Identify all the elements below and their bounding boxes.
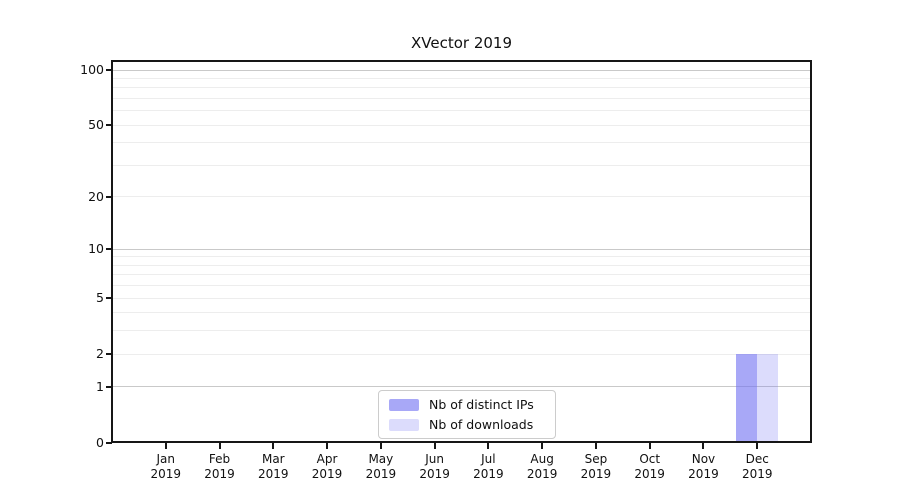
x-tick [541, 443, 544, 449]
x-tick [648, 443, 651, 449]
x-tick-label: May 2019 [353, 452, 409, 482]
legend-item-distinct-ips: Nb of distinct IPs [389, 397, 545, 412]
x-tick-month: Oct [639, 452, 661, 466]
x-tick [594, 443, 597, 449]
x-tick-year: 2019 [741, 467, 773, 481]
x-tick-month: Nov [691, 452, 716, 466]
x-tick-year: 2019 [580, 467, 612, 481]
gridline-minor [112, 274, 811, 276]
y-tick [106, 124, 112, 127]
x-tick [326, 443, 329, 449]
chart-title: XVector 2019 [410, 34, 512, 52]
gridline-minor [112, 77, 811, 79]
x-tick-label: Nov 2019 [675, 452, 731, 482]
x-tick [702, 443, 705, 449]
gridline-major [112, 248, 811, 250]
x-tick [218, 443, 221, 449]
x-tick-year: 2019 [688, 467, 719, 481]
x-tick-month: Jan [156, 452, 176, 466]
x-tick [433, 443, 436, 449]
legend-swatch-downloads [389, 418, 419, 431]
bar-distinct-ips [736, 354, 758, 443]
y-tick-label: 2 [96, 346, 104, 362]
x-tick-label: Dec 2019 [729, 452, 785, 482]
y-tick-label: 5 [96, 290, 104, 306]
x-tick [379, 443, 382, 449]
gridline-minor [112, 353, 811, 355]
gridline-major [112, 386, 811, 388]
gridline-minor [112, 164, 811, 166]
y-tick [106, 442, 112, 444]
x-tick-label: Oct 2019 [622, 452, 678, 482]
x-tick [164, 443, 167, 449]
gridline-minor [112, 285, 811, 287]
gridline-minor [112, 264, 811, 266]
gridline-minor [112, 312, 811, 314]
y-tick [106, 297, 112, 300]
x-tick [756, 443, 759, 449]
legend-item-downloads: Nb of downloads [389, 417, 545, 432]
gridline-minor [112, 196, 811, 198]
gridline-major [112, 69, 811, 71]
x-tick-month: May [368, 452, 394, 466]
legend-swatch-distinct-ips [389, 398, 419, 411]
y-tick [106, 385, 112, 388]
y-tick-label: 100 [80, 62, 104, 77]
y-tick [106, 69, 112, 71]
y-tick-label: 1 [96, 378, 104, 394]
x-tick-label: Aug 2019 [514, 452, 570, 482]
x-tick-month: Feb [208, 452, 231, 466]
x-tick-month: Aug [530, 452, 554, 466]
legend-label-distinct-ips: Nb of distinct IPs [429, 397, 534, 412]
x-tick-month: Jun [425, 452, 444, 466]
legend: Nb of distinct IPs Nb of downloads [378, 390, 556, 439]
x-tick-year: 2019 [419, 467, 450, 481]
bar-downloads [757, 354, 779, 443]
x-tick-label: Feb 2019 [192, 452, 248, 482]
x-tick-month: Dec [745, 452, 769, 466]
y-tick [106, 353, 112, 356]
x-tick-year: 2019 [150, 467, 182, 481]
x-tick [272, 443, 275, 449]
x-tick-month: Apr [316, 452, 338, 466]
gridline-minor [112, 142, 811, 144]
x-tick-year: 2019 [204, 467, 235, 481]
x-tick-year: 2019 [311, 467, 343, 481]
x-tick-label: Jul 2019 [460, 452, 516, 482]
x-tick-year: 2019 [634, 467, 665, 481]
x-tick-year: 2019 [365, 467, 397, 481]
x-tick-label: Jun 2019 [407, 452, 463, 482]
y-tick [106, 248, 112, 251]
x-tick-label: Apr 2019 [299, 452, 355, 482]
x-tick-month: Mar [261, 452, 285, 466]
gridline-minor [112, 256, 811, 258]
y-tick-label: 20 [88, 188, 104, 204]
y-tick-label: 10 [88, 241, 104, 257]
x-tick-year: 2019 [473, 467, 504, 481]
x-tick-year: 2019 [258, 467, 289, 481]
x-tick-year: 2019 [526, 467, 558, 481]
legend-label-downloads: Nb of downloads [429, 417, 534, 432]
x-tick [487, 443, 490, 449]
gridline-minor [112, 330, 811, 332]
y-tick [106, 195, 112, 198]
x-tick-label: Mar 2019 [245, 452, 301, 482]
y-tick-label: 50 [88, 117, 104, 133]
x-tick-label: Sep 2019 [568, 452, 624, 482]
gridline-minor [112, 297, 811, 299]
gridline-minor [112, 97, 811, 99]
x-tick-label: Jan 2019 [138, 452, 194, 482]
gridline-minor [112, 87, 811, 89]
y-tick-label: 0 [96, 435, 104, 450]
gridline-minor [112, 124, 811, 126]
x-tick-month: Sep [584, 452, 608, 466]
x-tick-month: Jul [481, 452, 496, 466]
gridline-minor [112, 110, 811, 112]
